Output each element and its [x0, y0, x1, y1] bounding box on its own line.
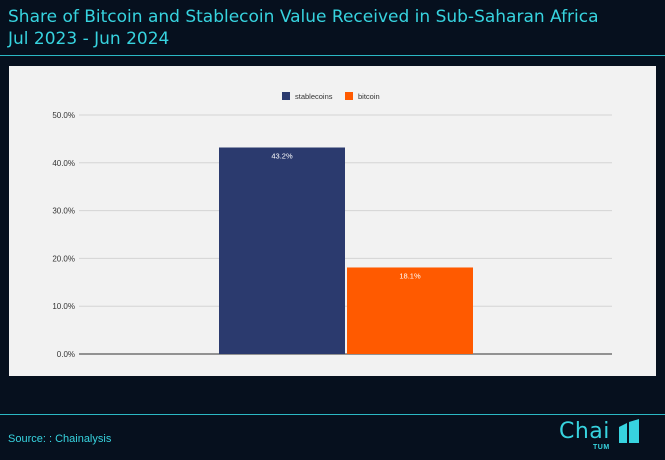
y-tick-label: 20.0% — [52, 254, 75, 263]
y-tick-label: 40.0% — [52, 159, 75, 168]
title-line-1: Share of Bitcoin and Stablecoin Value Re… — [8, 7, 599, 27]
data-label-stablecoins: 43.2% — [271, 152, 293, 161]
logo-subtext: TUM — [593, 444, 610, 451]
header-divider — [0, 55, 665, 56]
legend-label-stablecoins: stablecoins — [295, 92, 333, 101]
logo-wordmark: Chai — [559, 419, 610, 444]
source-note: Source: : Chainalysis — [8, 433, 112, 445]
data-label-bitcoin: 18.1% — [399, 271, 421, 280]
chart-panel: 0.0% 10.0% 20.0% 30.0% 40.0% 50.0% 43.2% 18.1% s… — [9, 66, 656, 376]
chainatum-logo: Chai TUM — [555, 417, 650, 455]
footer-divider — [0, 414, 665, 415]
y-tick-label: 50.0% — [52, 111, 75, 120]
title-line-2: Jul 2023 - Jun 2024 — [8, 29, 170, 49]
legend-swatch-bitcoin — [345, 92, 353, 100]
bar-chart: 0.0% 10.0% 20.0% 30.0% 40.0% 50.0% 43.2% 18.1% s… — [52, 92, 612, 359]
bar-stablecoins — [219, 147, 345, 354]
logo-mark-icon — [619, 419, 639, 443]
legend-label-bitcoin: bitcoin — [358, 92, 380, 101]
y-tick-label: 30.0% — [52, 207, 75, 216]
bar-bitcoin — [347, 267, 473, 354]
legend-swatch-stablecoins — [282, 92, 290, 100]
page-title: Share of Bitcoin and Stablecoin Value Re… — [8, 6, 599, 50]
y-tick-label: 0.0% — [57, 350, 75, 359]
y-tick-label: 10.0% — [52, 302, 75, 311]
